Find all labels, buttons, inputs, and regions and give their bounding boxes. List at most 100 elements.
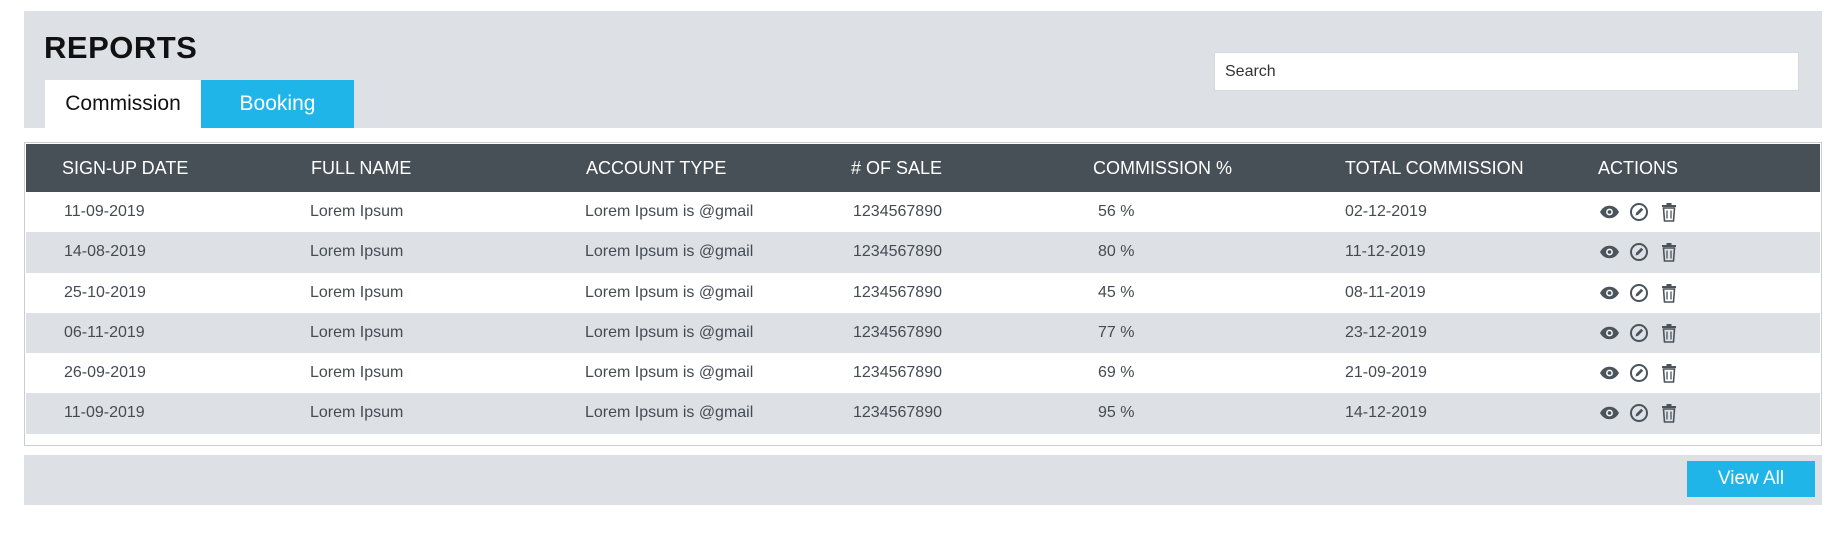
cell-total-commission: 11-12-2019 xyxy=(1345,243,1426,261)
cell-total-commission: 02-12-2019 xyxy=(1345,203,1427,220)
edit-button[interactable] xyxy=(1628,322,1650,344)
edit-button[interactable] xyxy=(1628,201,1650,223)
trash-icon xyxy=(1661,283,1677,303)
cell-sales: 1234567890 xyxy=(853,364,942,382)
cell-total-commission: 08-11-2019 xyxy=(1345,283,1426,301)
column-header-sales[interactable]: # OF SALE xyxy=(851,158,943,178)
view-button[interactable] xyxy=(1598,402,1620,424)
column-header-actions: ACTIONS xyxy=(1598,158,1679,178)
view-button[interactable] xyxy=(1598,362,1620,384)
table-row: 11-09-2019 Lorem Ipsum Lorem Ipsum is @gma… xyxy=(26,192,1820,232)
column-header-account-type[interactable]: ACCOUNT TYPE xyxy=(586,158,727,178)
eye-icon xyxy=(1599,205,1620,219)
cell-total-commission: 23-12-2019 xyxy=(1345,323,1427,341)
cell-sales: 1234567890 xyxy=(853,243,942,261)
cell-signup-date: 14-08-2019 xyxy=(64,243,146,261)
tab-commission[interactable]: Commission xyxy=(45,80,201,128)
reports-table: SIGN-UP DATE FULL NAME ACCOUNT TYPE # OF… xyxy=(24,142,1822,446)
cell-commission: 56 % xyxy=(1098,203,1135,220)
cell-commission: 45 % xyxy=(1098,283,1135,301)
cell-sales: 1234567890 xyxy=(853,283,942,301)
delete-button[interactable] xyxy=(1658,322,1680,344)
delete-button[interactable] xyxy=(1658,402,1680,424)
cell-signup-date: 11-09-2019 xyxy=(64,404,145,422)
tab-booking[interactable]: Booking xyxy=(201,80,354,128)
eye-icon xyxy=(1599,366,1620,380)
delete-button[interactable] xyxy=(1658,241,1680,263)
view-button[interactable] xyxy=(1598,322,1620,344)
cell-total-commission: 14-12-2019 xyxy=(1345,404,1427,422)
cell-commission: 80 % xyxy=(1098,243,1135,261)
view-button[interactable] xyxy=(1598,282,1620,304)
page-title: REPORTS xyxy=(44,30,198,65)
table-row: 14-08-2019 Lorem Ipsum Lorem Ipsum is @gma… xyxy=(26,232,1820,273)
cell-account-type: Lorem Ipsum is @gmail xyxy=(585,243,754,261)
cell-full-name: Lorem Ipsum xyxy=(310,283,404,301)
edit-icon xyxy=(1629,363,1649,383)
cell-full-name: Lorem Ipsum xyxy=(310,323,404,341)
delete-button[interactable] xyxy=(1658,201,1680,223)
column-header-total-commission[interactable]: TOTAL COMMISSION xyxy=(1345,158,1524,178)
cell-total-commission: 21-09-2019 xyxy=(1345,364,1427,382)
row-actions xyxy=(1598,353,1680,393)
edit-icon xyxy=(1629,323,1649,343)
cell-account-type: Lorem Ipsum is @gmail xyxy=(585,323,754,341)
cell-full-name: Lorem Ipsum xyxy=(310,243,404,261)
table-row: 11-09-2019 Lorem Ipsum Lorem Ipsum is @gma… xyxy=(26,393,1820,434)
delete-button[interactable] xyxy=(1658,362,1680,384)
column-header-full-name[interactable]: FULL NAME xyxy=(311,158,412,178)
cell-account-type: Lorem Ipsum is @gmail xyxy=(585,404,754,422)
edit-button[interactable] xyxy=(1628,402,1650,424)
edit-button[interactable] xyxy=(1628,241,1650,263)
table-row: 06-11-2019 Lorem Ipsum Lorem Ipsum is @gma… xyxy=(26,312,1820,354)
edit-icon xyxy=(1629,403,1649,423)
table-body: 11-09-2019 Lorem Ipsum Lorem Ipsum is @gma… xyxy=(26,192,1820,434)
column-header-signup-date[interactable]: SIGN-UP DATE xyxy=(62,158,189,178)
cell-commission: 77 % xyxy=(1098,323,1135,341)
cell-signup-date: 06-11-2019 xyxy=(64,323,145,341)
eye-icon xyxy=(1599,286,1620,300)
trash-icon xyxy=(1661,323,1677,343)
table-row: 26-09-2019 Lorem Ipsum Lorem Ipsum is @gma… xyxy=(26,353,1820,393)
cell-full-name: Lorem Ipsum xyxy=(310,364,404,382)
cell-commission: 95 % xyxy=(1098,404,1135,422)
trash-icon xyxy=(1661,202,1677,222)
row-actions xyxy=(1598,393,1680,433)
cell-account-type: Lorem Ipsum is @gmail xyxy=(585,364,754,382)
cell-full-name: Lorem Ipsum xyxy=(310,404,404,422)
trash-icon xyxy=(1661,242,1677,263)
cell-signup-date: 11-09-2019 xyxy=(64,203,145,220)
table-row: 25-10-2019 Lorem Ipsum Lorem Ipsum is @gma… xyxy=(26,273,1820,313)
edit-button[interactable] xyxy=(1628,282,1650,304)
delete-button[interactable] xyxy=(1658,282,1680,304)
view-button[interactable] xyxy=(1598,201,1620,223)
eye-icon xyxy=(1599,245,1620,259)
report-tabs: Commission Booking xyxy=(45,80,354,128)
cell-commission: 69 % xyxy=(1098,364,1135,382)
reports-header-panel: REPORTS Commission Booking xyxy=(24,11,1822,128)
eye-icon xyxy=(1599,406,1620,420)
edit-icon xyxy=(1629,283,1649,303)
trash-icon xyxy=(1661,363,1677,383)
row-actions xyxy=(1598,313,1680,353)
search-box xyxy=(1214,52,1799,91)
row-actions xyxy=(1598,273,1680,313)
cell-sales: 1234567890 xyxy=(853,404,942,422)
view-all-button[interactable]: View All xyxy=(1687,461,1815,497)
eye-icon xyxy=(1599,326,1620,340)
table-header-row: SIGN-UP DATE FULL NAME ACCOUNT TYPE # OF… xyxy=(26,144,1820,192)
trash-icon xyxy=(1661,403,1677,424)
search-input[interactable] xyxy=(1215,53,1798,90)
row-actions xyxy=(1598,192,1680,232)
edit-button[interactable] xyxy=(1628,362,1650,384)
edit-icon xyxy=(1629,202,1649,222)
view-button[interactable] xyxy=(1598,241,1620,263)
cell-signup-date: 26-09-2019 xyxy=(64,364,146,382)
cell-signup-date: 25-10-2019 xyxy=(64,283,146,301)
cell-account-type: Lorem Ipsum is @gmail xyxy=(585,283,754,301)
cell-full-name: Lorem Ipsum xyxy=(310,203,404,220)
cell-sales: 1234567890 xyxy=(853,203,942,220)
cell-sales: 1234567890 xyxy=(853,323,942,341)
row-actions xyxy=(1598,232,1680,272)
column-header-commission[interactable]: COMMISSION % xyxy=(1093,158,1233,178)
